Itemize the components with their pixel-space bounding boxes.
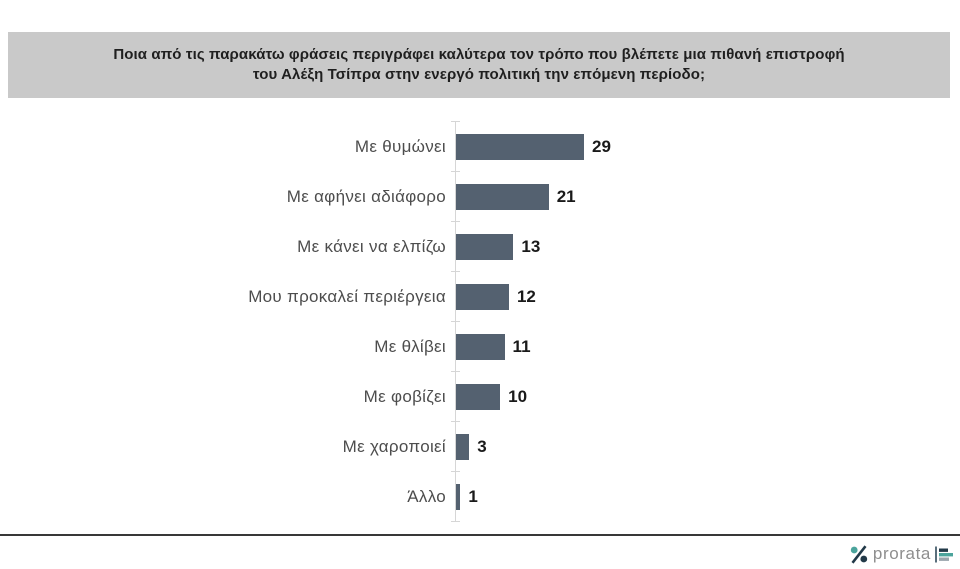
chart-row: Με θυμώνει 29 bbox=[0, 121, 740, 172]
chart-row: Με χαροποιεί 3 bbox=[0, 421, 740, 472]
bar bbox=[456, 134, 584, 160]
category-label: Άλλο bbox=[407, 487, 446, 506]
bar-chart: Με θυμώνει 29 Με αφήνει αδιάφορο 21 Με κάνει… bbox=[0, 121, 740, 522]
chart-row: Άλλο 1 bbox=[0, 471, 740, 522]
bar-area: 1 bbox=[451, 471, 740, 522]
bar-area: 3 bbox=[451, 421, 740, 472]
axis-tick bbox=[451, 271, 460, 272]
chart-row: Με κάνει να ελπίζω 13 bbox=[0, 221, 740, 272]
value-label: 21 bbox=[556, 187, 576, 206]
category-label: Με φοβίζει bbox=[363, 387, 446, 406]
chart-row: Με φοβίζει 10 bbox=[0, 371, 740, 422]
chart-row: Με αφήνει αδιάφορο 21 bbox=[0, 171, 740, 222]
bar-area: 13 bbox=[451, 221, 740, 272]
axis-tick bbox=[451, 121, 460, 122]
axis-tick bbox=[451, 471, 460, 472]
value-label: 29 bbox=[592, 137, 611, 156]
mini-barchart-icon bbox=[935, 546, 953, 562]
category-label: Μου προκαλεί περιέργεια bbox=[248, 287, 446, 306]
axis-tick bbox=[451, 371, 460, 372]
axis-tick bbox=[451, 321, 460, 322]
prorata-brand-text: prorata bbox=[872, 544, 931, 563]
value-label: 1 bbox=[468, 487, 478, 506]
value-label: 11 bbox=[512, 337, 531, 356]
prorata-logo: prorata bbox=[849, 541, 954, 567]
chart-row: Μου προκαλεί περιέργεια 12 bbox=[0, 271, 740, 322]
bar bbox=[456, 184, 549, 210]
bar bbox=[456, 484, 461, 510]
footer-divider bbox=[0, 534, 960, 536]
category-label: Με αφήνει αδιάφορο bbox=[286, 187, 446, 206]
axis-tick bbox=[451, 171, 460, 172]
bar bbox=[456, 384, 501, 410]
bar bbox=[456, 234, 514, 260]
chart-row: Με θλίβει 11 bbox=[0, 321, 740, 372]
question-line-1: Ποια από τις παρακάτω φράσεις περιγράφει… bbox=[113, 46, 845, 63]
value-label: 12 bbox=[516, 287, 536, 306]
axis-tick bbox=[451, 221, 460, 222]
bar-area: 12 bbox=[451, 271, 740, 322]
value-label: 10 bbox=[508, 387, 528, 406]
question-banner: Ποια από τις παρακάτω φράσεις περιγράφει… bbox=[8, 32, 950, 98]
bar bbox=[456, 434, 470, 460]
bar bbox=[456, 334, 505, 360]
value-label: 13 bbox=[521, 237, 541, 256]
bar bbox=[456, 284, 509, 310]
bar-area: 11 bbox=[451, 321, 740, 372]
category-label: Με κάνει να ελπίζω bbox=[297, 237, 446, 256]
axis-tick bbox=[451, 521, 460, 522]
bar-area: 21 bbox=[451, 171, 740, 222]
category-label: Με χαροποιεί bbox=[342, 437, 446, 456]
value-label: 3 bbox=[477, 437, 487, 456]
percent-icon bbox=[850, 544, 868, 564]
axis-tick bbox=[451, 421, 460, 422]
category-label: Με θλίβει bbox=[374, 337, 446, 356]
bar-area: 29 bbox=[451, 121, 740, 172]
bar-area: 10 bbox=[451, 371, 740, 422]
category-label: Με θυμώνει bbox=[354, 137, 446, 156]
question-line-2: του Αλέξη Τσίπρα στην ενεργό πολιτική τη… bbox=[252, 66, 706, 83]
